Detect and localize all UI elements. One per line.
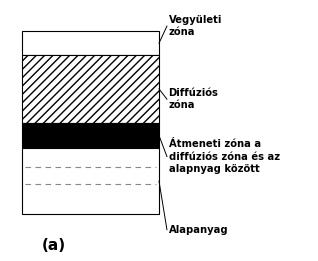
- Text: Vegyületi
zóna: Vegyületi zóna: [169, 15, 222, 37]
- Text: (a): (a): [42, 238, 66, 253]
- Text: Diffúziós
zóna: Diffúziós zóna: [169, 88, 218, 110]
- Bar: [22, 31, 159, 55]
- Bar: [22, 123, 159, 148]
- Text: Alapanyag: Alapanyag: [169, 225, 228, 235]
- Bar: [22, 148, 159, 214]
- Bar: [22, 55, 159, 123]
- Text: Átmeneti zóna a
diffúziós zóna és az
alapnyag között: Átmeneti zóna a diffúziós zóna és az ala…: [169, 139, 280, 174]
